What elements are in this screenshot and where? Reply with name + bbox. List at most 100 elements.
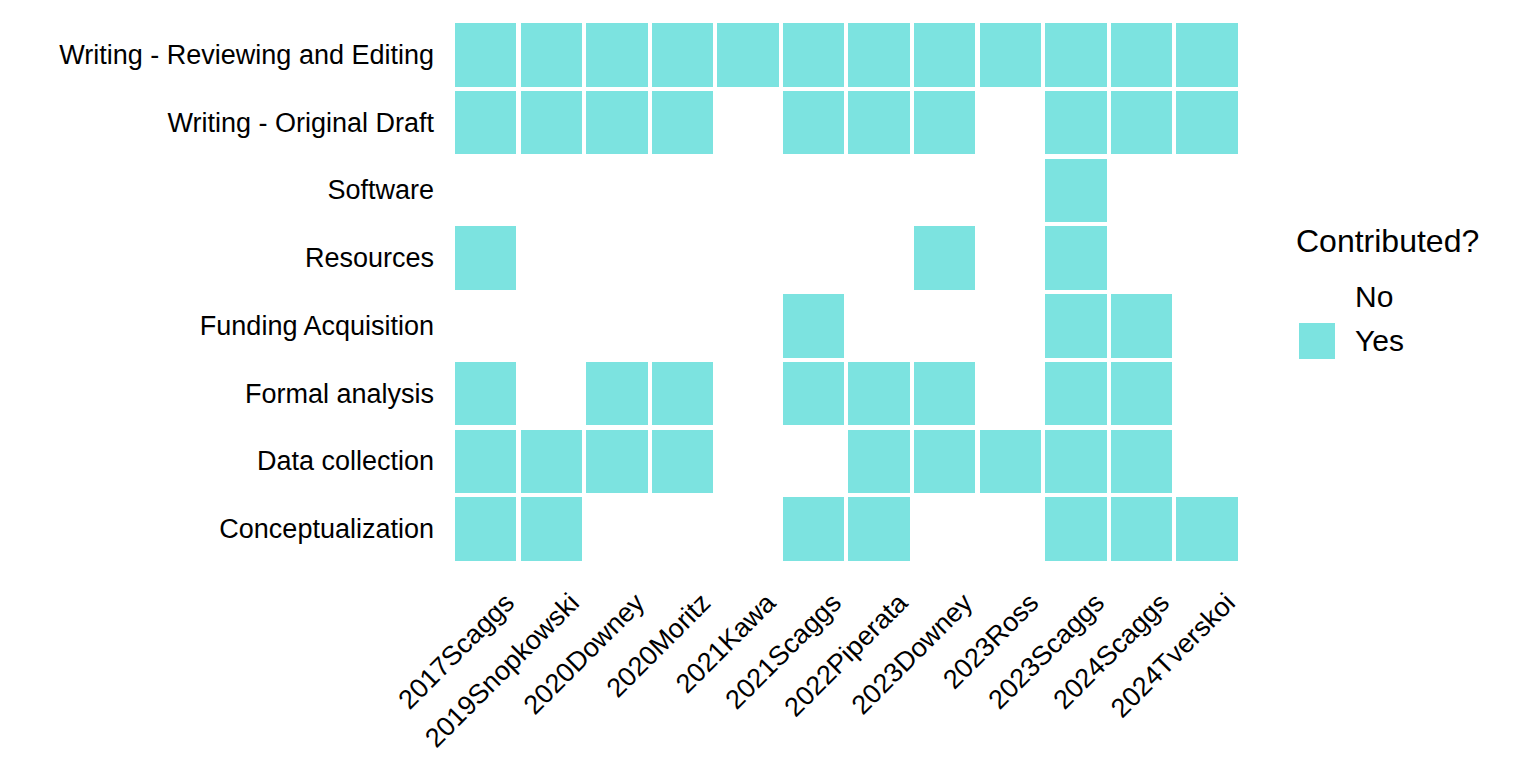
heatmap-cell	[1176, 362, 1237, 426]
heatmap-cell	[1045, 294, 1106, 358]
heatmap-cell	[783, 159, 844, 223]
heatmap-cell	[980, 91, 1041, 155]
legend-item-no: No	[1299, 279, 1519, 315]
heatmap-cell	[848, 362, 909, 426]
heatmap-cell	[652, 23, 713, 87]
heatmap-cell	[1111, 497, 1172, 561]
heatmap-cell	[1176, 430, 1237, 494]
heatmap-cell	[1111, 294, 1172, 358]
legend-swatch-no	[1299, 279, 1335, 315]
heatmap-cell	[980, 294, 1041, 358]
heatmap-cell	[980, 159, 1041, 223]
contribution-heatmap-chart: Writing - Reviewing and Editing Writing -…	[0, 0, 1536, 768]
heatmap-cell	[1045, 497, 1106, 561]
heatmap-cell	[980, 23, 1041, 87]
heatmap-cell	[1111, 362, 1172, 426]
heatmap-cell	[848, 23, 909, 87]
heatmap-cell	[455, 159, 516, 223]
heatmap-cell	[586, 497, 647, 561]
heatmap-cell	[783, 362, 844, 426]
row-label: Writing - Reviewing and Editing	[0, 41, 434, 68]
heatmap-cell	[1111, 430, 1172, 494]
heatmap-cell	[717, 294, 778, 358]
heatmap-cell	[783, 294, 844, 358]
heatmap-cell	[914, 159, 975, 223]
heatmap-cell	[1045, 430, 1106, 494]
heatmap-cell	[717, 226, 778, 290]
heatmap-cell	[783, 497, 844, 561]
heatmap-cell	[783, 430, 844, 494]
heatmap-cell	[586, 362, 647, 426]
heatmap-cell	[914, 362, 975, 426]
heatmap-cell	[1111, 23, 1172, 87]
heatmap-cell	[652, 497, 713, 561]
heatmap-cell	[586, 430, 647, 494]
heatmap-cell	[455, 362, 516, 426]
heatmap-cell	[717, 430, 778, 494]
heatmap-cell	[455, 23, 516, 87]
heatmap-cell	[1045, 159, 1106, 223]
row-label: Resources	[0, 245, 434, 272]
heatmap-cell	[521, 294, 582, 358]
heatmap-cell	[455, 91, 516, 155]
row-label: Conceptualization	[0, 516, 434, 543]
legend-label-yes: Yes	[1355, 326, 1404, 356]
heatmap-cell	[1176, 294, 1237, 358]
heatmap-cell	[717, 159, 778, 223]
heatmap-cell	[455, 294, 516, 358]
heatmap-cell	[1176, 91, 1237, 155]
heatmap-cell	[1111, 226, 1172, 290]
heatmap-cell	[652, 91, 713, 155]
heatmap-cell	[521, 23, 582, 87]
heatmap-cell	[455, 497, 516, 561]
heatmap-cell	[914, 430, 975, 494]
row-label: Formal analysis	[0, 380, 434, 407]
heatmap-cell	[1176, 497, 1237, 561]
heatmap-cell	[586, 294, 647, 358]
heatmap-cell	[848, 497, 909, 561]
heatmap-cell	[1176, 226, 1237, 290]
heatmap-cell	[521, 226, 582, 290]
heatmap-cell	[586, 91, 647, 155]
heatmap-cell	[652, 159, 713, 223]
heatmap-cell	[455, 430, 516, 494]
heatmap-cell	[586, 226, 647, 290]
heatmap-cell	[521, 497, 582, 561]
row-label: Writing - Original Draft	[0, 109, 434, 136]
legend-swatch-yes	[1299, 323, 1335, 359]
heatmap-cell	[848, 159, 909, 223]
row-label: Data collection	[0, 448, 434, 475]
heatmap-cell	[783, 91, 844, 155]
heatmap-cell	[848, 430, 909, 494]
heatmap-cell	[914, 91, 975, 155]
heatmap-cell	[848, 226, 909, 290]
heatmap-cell	[783, 23, 844, 87]
legend-item-yes: Yes	[1299, 323, 1519, 359]
heatmap-cell	[1176, 23, 1237, 87]
heatmap-cell	[914, 294, 975, 358]
heatmap-cell	[521, 430, 582, 494]
heatmap-cell	[980, 226, 1041, 290]
heatmap-cell	[848, 91, 909, 155]
heatmap-cell	[1111, 159, 1172, 223]
row-label: Software	[0, 177, 434, 204]
heatmap-cell	[914, 497, 975, 561]
heatmap-cell	[717, 23, 778, 87]
heatmap-cell	[586, 159, 647, 223]
heatmap-cell	[848, 294, 909, 358]
heatmap-cell	[652, 294, 713, 358]
heatmap-cell	[783, 226, 844, 290]
heatmap-cell	[652, 226, 713, 290]
heatmap-cell	[652, 362, 713, 426]
heatmap-cell	[521, 362, 582, 426]
heatmap-cell	[521, 159, 582, 223]
heatmap-cell	[1045, 91, 1106, 155]
heatmap-cell	[1045, 23, 1106, 87]
heatmap-cell	[717, 497, 778, 561]
heatmap-cell	[980, 497, 1041, 561]
legend-title: Contributed?	[1296, 224, 1479, 258]
heatmap-cell	[1111, 91, 1172, 155]
heatmap-cell	[980, 430, 1041, 494]
heatmap-cell	[455, 226, 516, 290]
legend-label-no: No	[1355, 282, 1393, 312]
